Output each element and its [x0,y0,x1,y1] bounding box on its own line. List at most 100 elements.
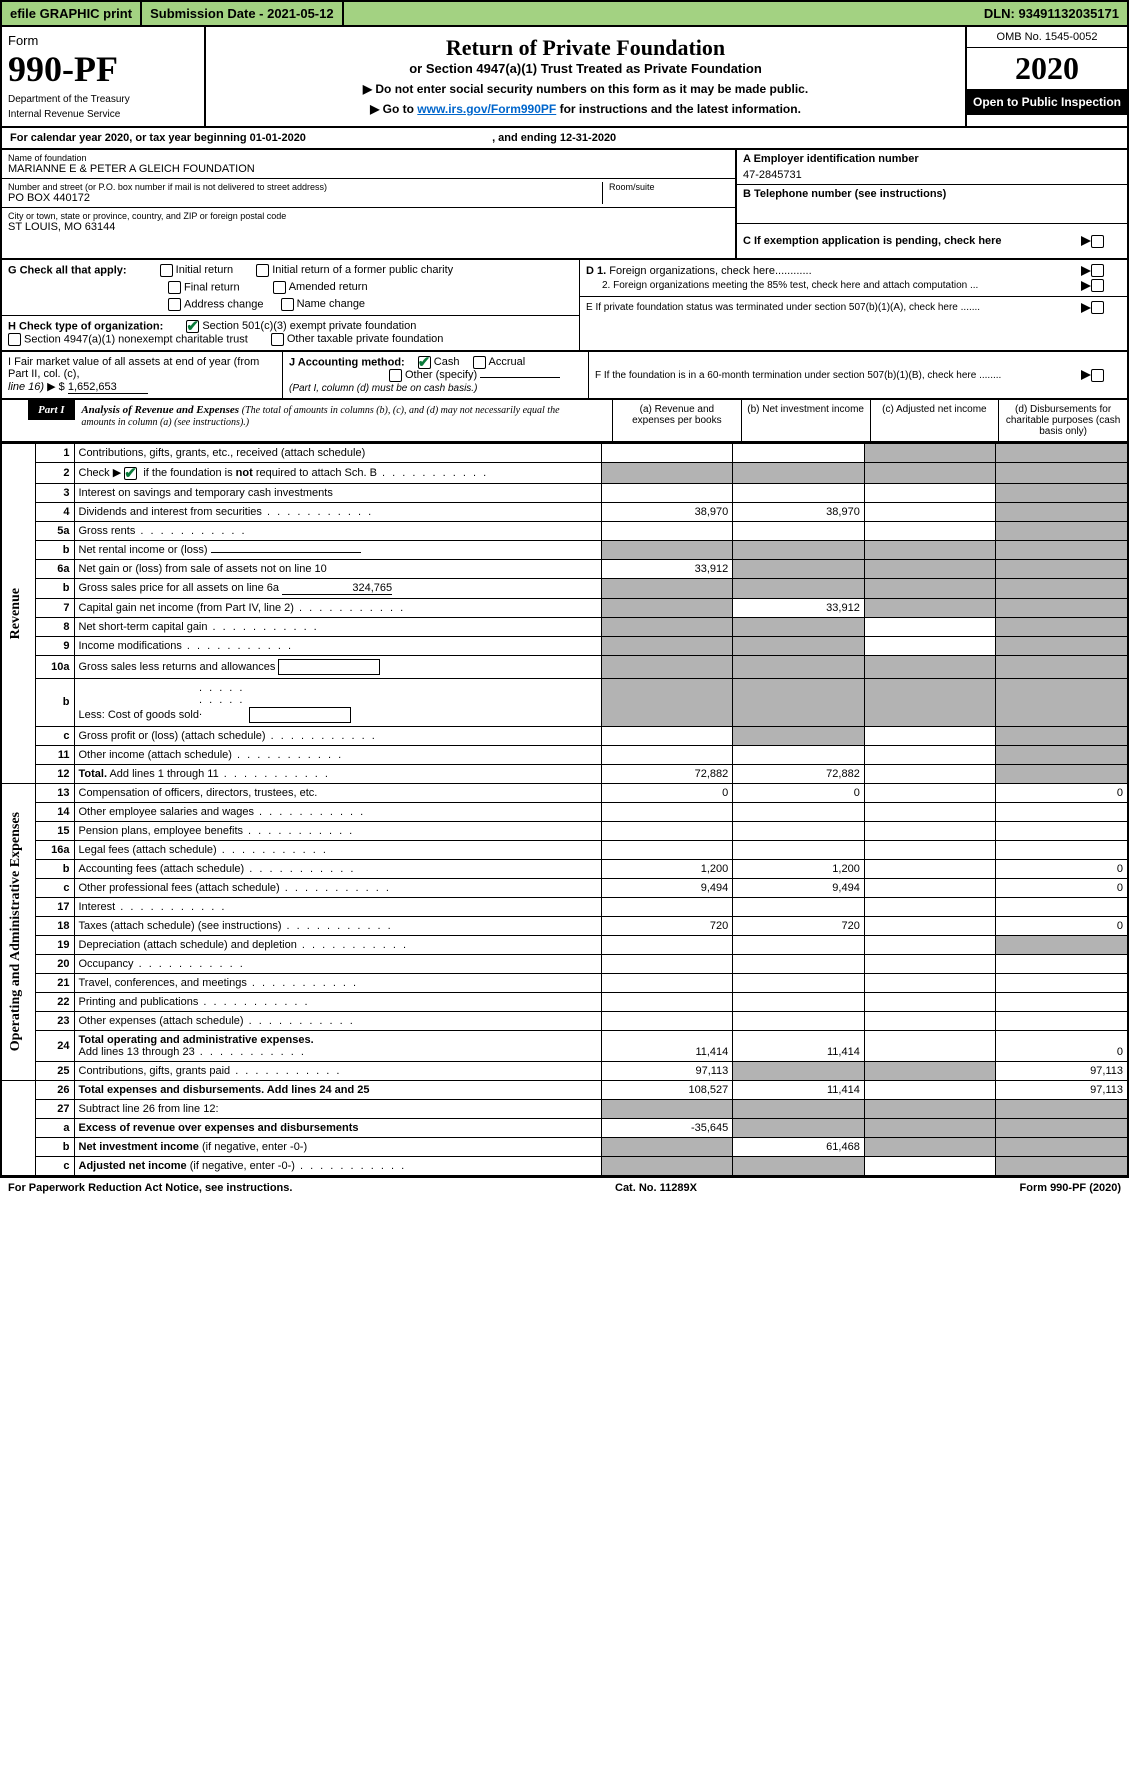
line-26-desc: Total expenses and disbursements. Add li… [74,1080,601,1099]
chk-initial-former[interactable] [256,264,269,277]
dept-label: Department of the Treasury [8,94,198,105]
l16b-d: 0 [996,859,1128,878]
chk-addr-change[interactable] [168,298,181,311]
form-title-block: Return of Private Foundation or Section … [206,27,965,126]
l27b-b: 61,468 [733,1137,865,1156]
line-1-desc: Contributions, gifts, grants, etc., rece… [74,444,601,463]
efile-label: efile GRAPHIC print [2,2,142,25]
page-footer: For Paperwork Reduction Act Notice, see … [0,1177,1129,1198]
row-12: 12Total. Add lines 1 through 1172,88272,… [1,764,1128,783]
opt-former: Initial return of a former public charit… [272,264,453,276]
form-id-block: Form 990-PF Department of the Treasury I… [2,27,206,126]
form-number: 990-PF [8,49,118,89]
opt-amended: Amended return [289,281,368,293]
line-7-desc: Capital gain net income (from Part IV, l… [74,598,601,617]
line-18-desc: Taxes (attach schedule) (see instruction… [74,916,601,935]
l16c-d: 0 [996,878,1128,897]
row-11: 11Other income (attach schedule) [1,745,1128,764]
chk-accrual[interactable] [473,356,486,369]
d2-checkbox[interactable] [1091,279,1104,292]
row-2: 2Check ▶ if the foundation is not requir… [1,463,1128,484]
name-label: Name of foundation [8,153,729,163]
row-10b: bLess: Cost of goods sold [1,678,1128,726]
row-27: 27Subtract line 26 from line 12: [1,1099,1128,1118]
l4-a: 38,970 [601,502,733,521]
l6b-val: 324,765 [282,582,392,595]
line-9-desc: Income modifications [74,636,601,655]
row-21: 21Travel, conferences, and meetings [1,973,1128,992]
row-13: Operating and Administrative Expenses 13… [1,783,1128,802]
c-checkbox[interactable] [1091,235,1104,248]
section-c-row: C If exemption application is pending, c… [737,224,1127,258]
footer-mid: Cat. No. 11289X [615,1182,697,1194]
line-27b-desc: Net investment income (if negative, ente… [74,1137,601,1156]
row-20: 20Occupancy [1,954,1128,973]
col-a-header: (a) Revenue and expenses per books [612,400,741,441]
warn-line-1: ▶ Do not enter social security numbers o… [214,82,957,96]
chk-initial-return[interactable] [160,264,173,277]
part1-table: Revenue 1Contributions, gifts, grants, e… [0,443,1129,1177]
l12-a: 72,882 [601,764,733,783]
row-24: 24Total operating and administrative exp… [1,1030,1128,1061]
row-5a: 5aGross rents [1,521,1128,540]
ein-label: A Employer identification number [743,153,1121,165]
irs-label: Internal Revenue Service [8,109,198,120]
line-21-desc: Travel, conferences, and meetings [74,973,601,992]
chk-final[interactable] [168,281,181,294]
line-6a-desc: Net gain or (loss) from sale of assets n… [74,559,601,578]
city-row: City or town, state or province, country… [2,208,735,236]
chk-501c3[interactable] [186,320,199,333]
phone-row: B Telephone number (see instructions) [737,185,1127,224]
dln-label: DLN: 93491132035171 [976,2,1127,25]
address-row: Number and street (or P.O. box number if… [2,179,735,208]
e-checkbox[interactable] [1091,301,1104,314]
chk-cash[interactable] [418,356,431,369]
arrow-icon [1081,236,1091,246]
col-c-header: (c) Adjusted net income [870,400,999,441]
row-7: 7Capital gain net income (from Part IV, … [1,598,1128,617]
top-bar: efile GRAPHIC print Submission Date - 20… [0,0,1129,27]
row-27a: aExcess of revenue over expenses and dis… [1,1118,1128,1137]
opt-other: Other (specify) [405,369,477,381]
l16c-a: 9,494 [601,878,733,897]
form-subtitle: or Section 4947(a)(1) Trust Treated as P… [214,61,957,76]
l18-b: 720 [733,916,865,935]
line-14-desc: Other employee salaries and wages [74,802,601,821]
row-8: 8Net short-term capital gain [1,617,1128,636]
f-checkbox[interactable] [1091,369,1104,382]
chk-other-method[interactable] [389,369,402,382]
h-label: H Check type of organization: [8,320,163,332]
chk-amended[interactable] [273,281,286,294]
row-ijf: I Fair market value of all assets at end… [0,352,1129,400]
l25-d: 97,113 [996,1061,1128,1080]
l25-a: 97,113 [601,1061,733,1080]
d1-checkbox[interactable] [1091,264,1104,277]
instructions-link[interactable]: www.irs.gov/Form990PF [417,102,556,116]
cal-mid: , and ending [492,132,560,144]
l7-b: 33,912 [733,598,865,617]
revenue-section-label: Revenue [6,584,26,643]
chk-other-tax[interactable] [271,333,284,346]
ein-value: 47-2845731 [743,165,1121,181]
line-13-desc: Compensation of officers, directors, tru… [74,783,601,802]
row-ghd: G Check all that apply: Initial return I… [0,260,1129,352]
line-27a-desc: Excess of revenue over expenses and disb… [74,1118,601,1137]
opt-othertax: Other taxable private foundation [287,333,444,345]
j-label: J Accounting method: [289,356,405,368]
footer-left: For Paperwork Reduction Act Notice, see … [8,1182,292,1194]
omb-number: OMB No. 1545-0052 [967,27,1127,48]
chk-4947[interactable] [8,333,21,346]
l4-b: 38,970 [733,502,865,521]
row-22: 22Printing and publications [1,992,1128,1011]
d1-row: D 1. D 1. Foreign organizations, check h… [586,264,1121,277]
line-11-desc: Other income (attach schedule) [74,745,601,764]
warn2-prefix: ▶ Go to [370,102,417,116]
row-19: 19Depreciation (attach schedule) and dep… [1,935,1128,954]
row-10c: cGross profit or (loss) (attach schedule… [1,726,1128,745]
opt-final: Final return [184,281,240,293]
chk-name-change[interactable] [281,298,294,311]
room-label: Room/suite [609,182,729,192]
street-address: PO BOX 440172 [8,192,602,204]
line-4-desc: Dividends and interest from securities [74,502,601,521]
chk-schb[interactable] [124,467,137,480]
